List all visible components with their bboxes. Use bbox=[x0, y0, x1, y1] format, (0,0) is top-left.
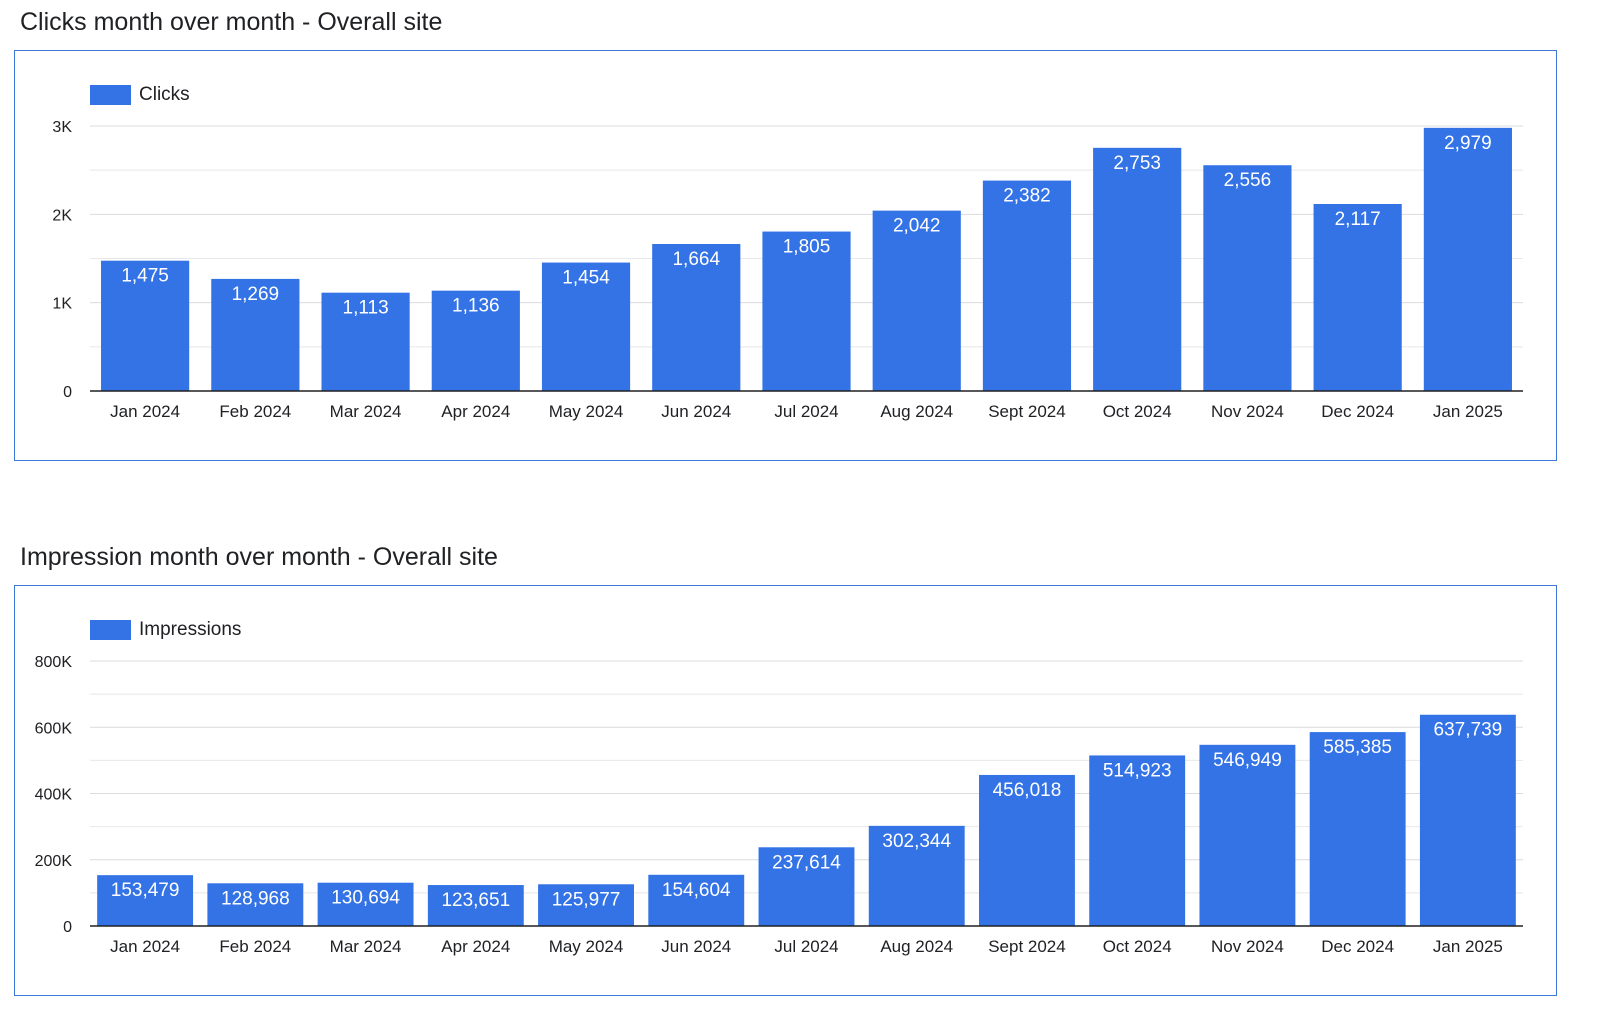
bar-value-label: 2,556 bbox=[1224, 170, 1272, 191]
x-tick-label: Jan 2024 bbox=[110, 937, 180, 956]
bar-value-label: 130,694 bbox=[331, 888, 400, 909]
bar-value-label: 125,977 bbox=[552, 889, 621, 910]
bar[interactable] bbox=[97, 875, 194, 926]
bar-value-label: 1,269 bbox=[232, 284, 280, 305]
bar[interactable] bbox=[317, 882, 414, 926]
bar-value-label: 1,805 bbox=[783, 237, 831, 258]
legend-swatch-clicks bbox=[90, 85, 131, 105]
x-tick-label: Jul 2024 bbox=[774, 937, 838, 956]
bar-value-label: 2,753 bbox=[1113, 153, 1161, 174]
bar-value-label: 456,018 bbox=[993, 780, 1062, 801]
bar[interactable] bbox=[207, 883, 304, 926]
bar[interactable] bbox=[427, 885, 524, 926]
bar[interactable] bbox=[1089, 755, 1186, 926]
bar[interactable] bbox=[1199, 744, 1296, 926]
bar-value-label: 514,923 bbox=[1103, 760, 1172, 781]
x-tick-label: May 2024 bbox=[549, 402, 624, 421]
x-tick-label: Jan 2024 bbox=[110, 402, 180, 421]
legend-label-impressions: Impressions bbox=[139, 619, 242, 640]
x-tick-label: Aug 2024 bbox=[880, 402, 953, 421]
x-tick-label: Oct 2024 bbox=[1103, 937, 1172, 956]
bar[interactable] bbox=[1093, 147, 1182, 391]
bar[interactable] bbox=[758, 847, 855, 926]
bar-value-label: 2,382 bbox=[1003, 186, 1051, 207]
bar[interactable] bbox=[1419, 714, 1516, 926]
y-tick-label: 2K bbox=[52, 207, 72, 224]
x-tick-label: Mar 2024 bbox=[330, 402, 402, 421]
x-tick-label: Jul 2024 bbox=[774, 402, 838, 421]
chart-panel-clicks: Clicks 0 1K 2K 3K 1,475 Jan 2024 1,269 Feb 2024… bbox=[14, 50, 1557, 461]
legend-impressions[interactable]: Impressions bbox=[90, 619, 241, 641]
chart-title-clicks: Clicks month over month - Overall site bbox=[20, 8, 443, 36]
y-tick-label: 800K bbox=[35, 654, 73, 671]
y-tick-label: 200K bbox=[35, 853, 73, 870]
x-tick-label: Jan 2025 bbox=[1433, 402, 1503, 421]
bar-value-label: 237,614 bbox=[772, 852, 841, 873]
x-tick-label: Jun 2024 bbox=[661, 937, 731, 956]
bar-value-label: 153,479 bbox=[111, 880, 180, 901]
bar-value-label: 2,117 bbox=[1335, 209, 1381, 230]
x-tick-label: Sept 2024 bbox=[988, 937, 1066, 956]
bar-value-label: 1,454 bbox=[562, 268, 610, 289]
x-tick-label: Dec 2024 bbox=[1321, 937, 1394, 956]
x-tick-label: Jan 2025 bbox=[1433, 937, 1503, 956]
bar-value-label: 154,604 bbox=[662, 880, 731, 901]
x-tick-label: Aug 2024 bbox=[880, 937, 953, 956]
x-tick-label: Feb 2024 bbox=[219, 402, 291, 421]
bar[interactable] bbox=[648, 874, 745, 926]
chart-title-impressions: Impression month over month - Overall si… bbox=[20, 543, 498, 571]
legend-label-clicks: Clicks bbox=[139, 84, 190, 105]
bar[interactable] bbox=[652, 244, 741, 391]
x-tick-label: Nov 2024 bbox=[1211, 937, 1284, 956]
bar-chart-impressions: 0 200K 400K 600K 800K 153,479 Jan 2024 128,968 F… bbox=[35, 654, 1523, 956]
bar-value-label: 123,651 bbox=[441, 890, 510, 911]
legend-swatch-impressions bbox=[90, 620, 131, 640]
bar[interactable] bbox=[538, 884, 634, 926]
bar-value-label: 302,344 bbox=[882, 831, 951, 852]
x-tick-label: Dec 2024 bbox=[1321, 402, 1394, 421]
bar-value-label: 2,042 bbox=[893, 216, 941, 237]
bar[interactable] bbox=[762, 231, 851, 391]
bar[interactable] bbox=[872, 210, 961, 391]
bar[interactable] bbox=[1309, 732, 1406, 926]
bar[interactable] bbox=[1313, 203, 1402, 391]
y-tick-label: 400K bbox=[35, 787, 73, 804]
x-tick-label: Sept 2024 bbox=[988, 402, 1066, 421]
x-tick-label: Feb 2024 bbox=[219, 937, 291, 956]
x-tick-label: May 2024 bbox=[549, 937, 624, 956]
x-tick-label: Jun 2024 bbox=[661, 402, 731, 421]
bar[interactable] bbox=[541, 262, 631, 391]
bar-chart-clicks: 0 1K 2K 3K 1,475 Jan 2024 1,269 Feb 2024 1,113 Ma… bbox=[52, 119, 1523, 421]
y-tick-label: 1K bbox=[52, 296, 72, 313]
legend-clicks[interactable]: Clicks bbox=[90, 84, 190, 106]
bar-value-label: 1,664 bbox=[672, 249, 720, 270]
x-tick-label: Nov 2024 bbox=[1211, 402, 1284, 421]
bar[interactable] bbox=[1203, 165, 1292, 391]
bar-value-label: 546,949 bbox=[1213, 750, 1282, 771]
y-tick-label: 3K bbox=[52, 119, 72, 136]
bar-value-label: 1,113 bbox=[343, 298, 389, 319]
y-tick-label: 600K bbox=[35, 720, 73, 737]
y-tick-label: 0 bbox=[63, 384, 72, 401]
x-tick-label: Apr 2024 bbox=[441, 937, 510, 956]
bar-value-label: 128,968 bbox=[221, 888, 290, 909]
bar-value-label: 1,136 bbox=[452, 296, 500, 317]
bar-value-label: 1,475 bbox=[121, 266, 169, 287]
chart-panel-impressions: Impressions 0 200K 400K 600K 800K 153,479 Jan … bbox=[14, 585, 1557, 996]
x-tick-label: Oct 2024 bbox=[1103, 402, 1172, 421]
bar[interactable] bbox=[321, 292, 410, 391]
bar[interactable] bbox=[868, 825, 965, 926]
bar[interactable] bbox=[1423, 127, 1512, 391]
y-tick-label: 0 bbox=[63, 919, 72, 936]
x-tick-label: Mar 2024 bbox=[330, 937, 402, 956]
bar[interactable] bbox=[979, 774, 1075, 926]
bar[interactable] bbox=[101, 260, 190, 391]
bar[interactable] bbox=[431, 290, 520, 391]
bar-value-label: 2,979 bbox=[1444, 133, 1492, 154]
bar-value-label: 585,385 bbox=[1323, 737, 1392, 758]
bar-value-label: 637,739 bbox=[1434, 720, 1503, 741]
bar[interactable] bbox=[982, 180, 1072, 391]
x-tick-label: Apr 2024 bbox=[441, 402, 510, 421]
bar[interactable] bbox=[211, 278, 300, 391]
